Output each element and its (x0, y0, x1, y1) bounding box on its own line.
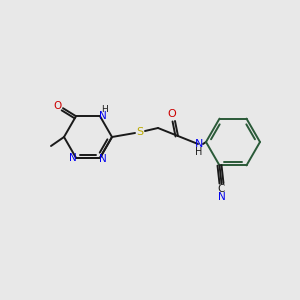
Text: N: N (218, 192, 225, 203)
Text: O: O (168, 109, 176, 119)
Text: N: N (99, 154, 107, 164)
Text: N: N (195, 139, 203, 149)
Text: S: S (136, 127, 144, 137)
Text: N: N (69, 153, 77, 163)
Text: H: H (100, 105, 107, 114)
Text: O: O (54, 101, 62, 111)
Text: H: H (195, 147, 203, 157)
Text: N: N (99, 111, 107, 121)
Text: C: C (218, 184, 225, 194)
